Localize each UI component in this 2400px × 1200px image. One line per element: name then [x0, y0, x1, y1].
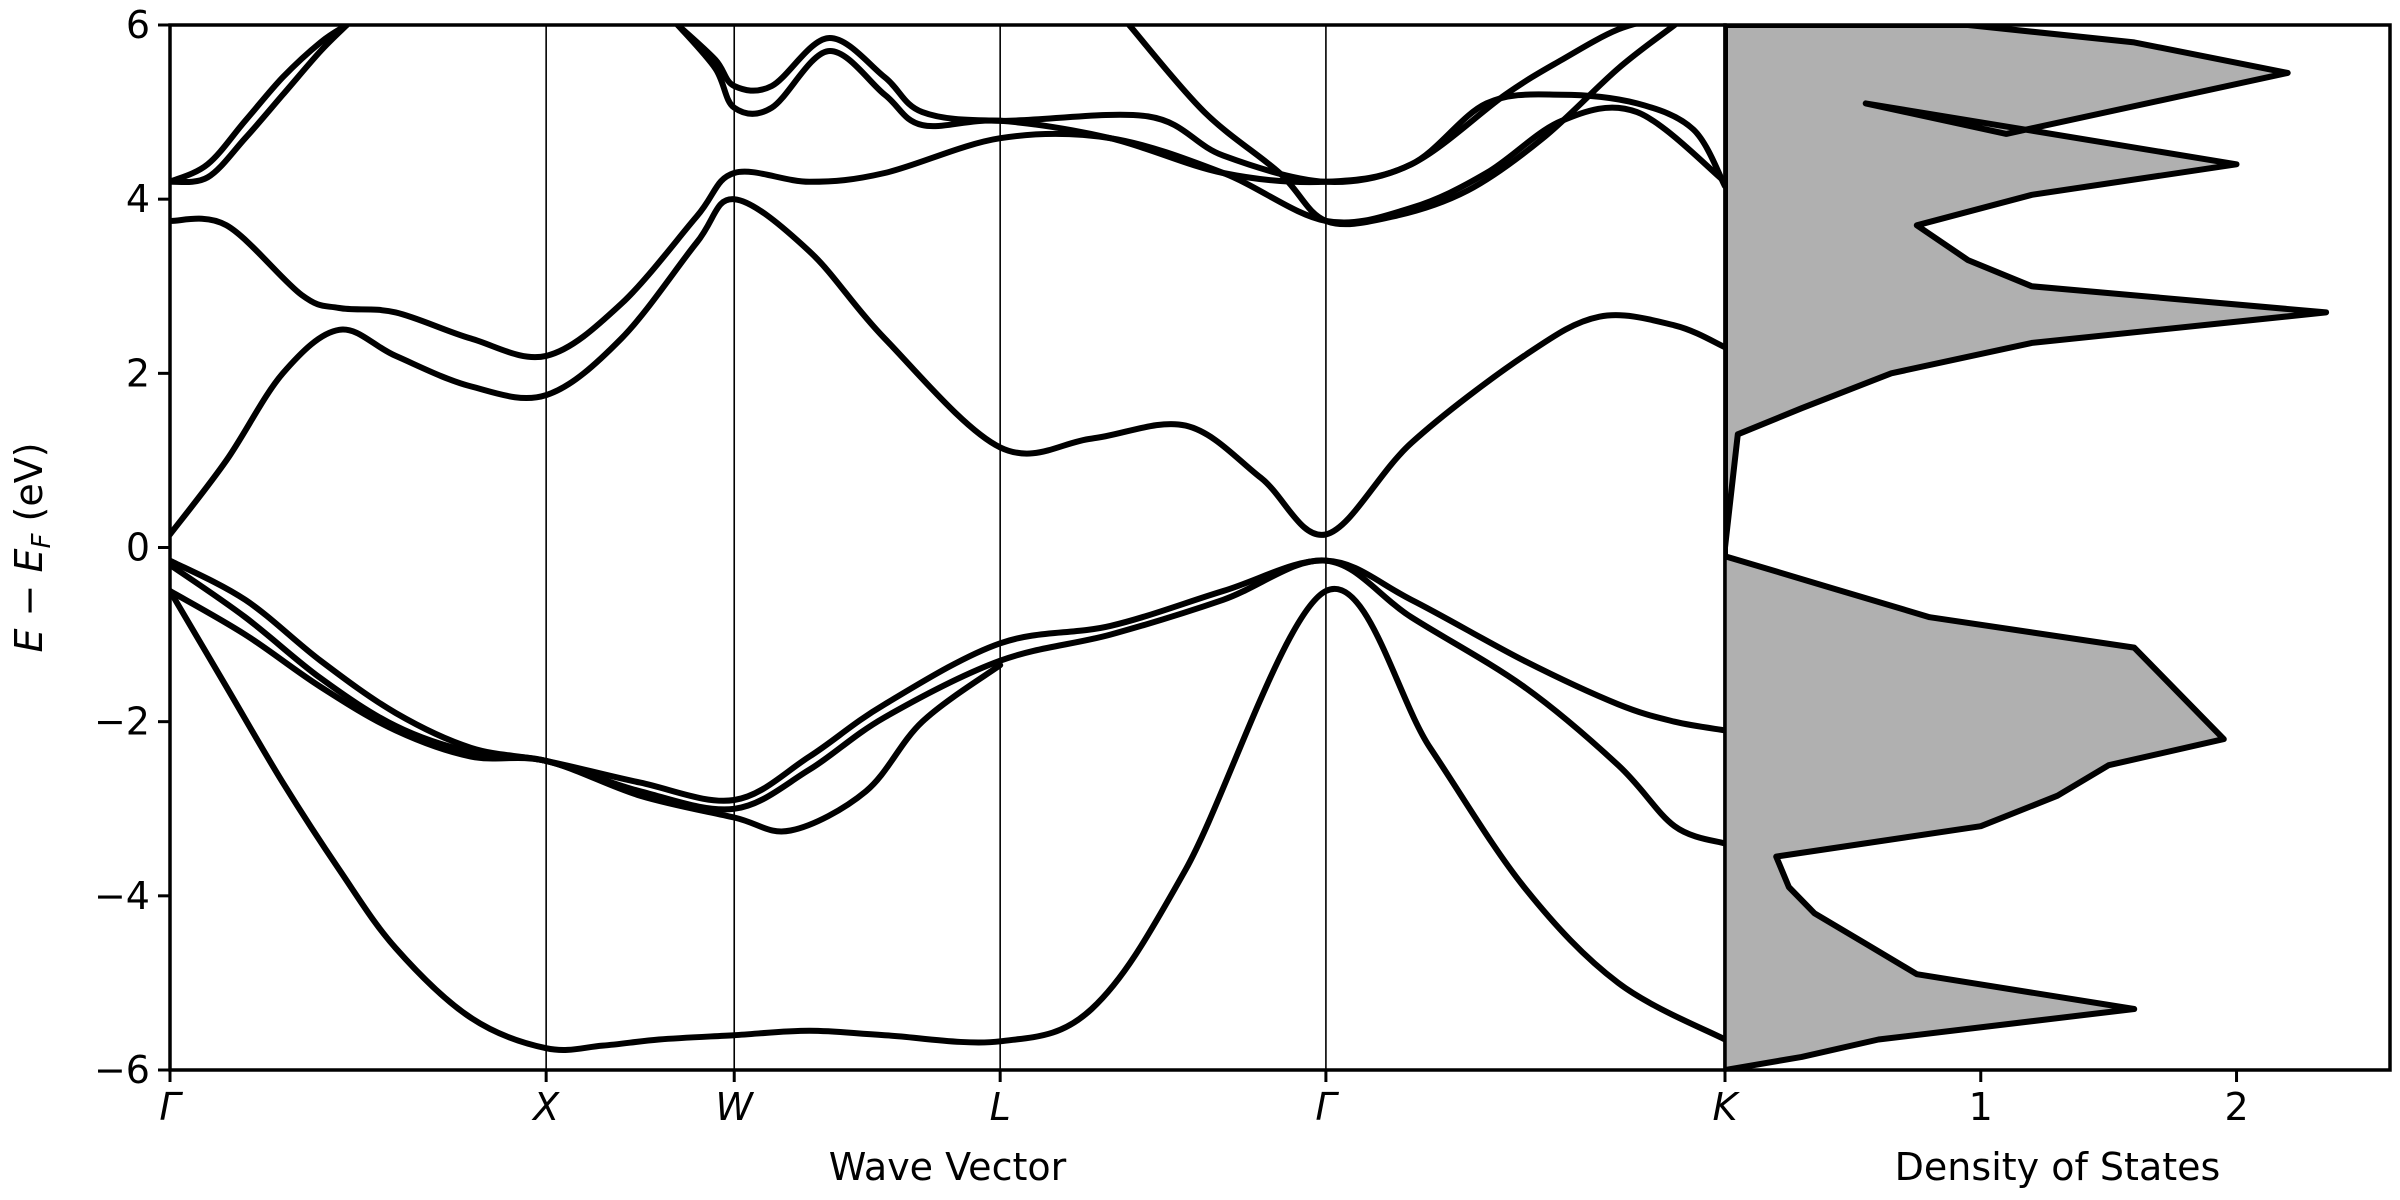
band-lines — [170, 25, 1725, 1053]
dos-x-axis-label: Density of States — [1895, 1145, 2221, 1189]
dos-x-tick-label: 1 — [1969, 1085, 1993, 1129]
dos-fill-area — [1725, 25, 2327, 1070]
y-tick-label: 6 — [126, 3, 150, 47]
band-line — [674, 25, 1643, 186]
y-axis-label-subscript: F — [27, 533, 57, 549]
dos-x-tick-label: 2 — [2224, 1085, 2248, 1129]
dos-curve — [1725, 25, 2330, 1070]
dos-plot-frame — [1723, 23, 2392, 1072]
k-point-label: Γ — [1315, 1085, 1339, 1129]
y-axis-ticks: −6 −4 −2 0 2 4 6 — [94, 3, 170, 1092]
k-point-label: L — [990, 1085, 1011, 1129]
band-line — [170, 25, 350, 185]
y-tick-label: 4 — [126, 177, 150, 221]
dos-outline — [1725, 25, 2330, 1070]
band-line — [674, 25, 1725, 190]
band-line — [1126, 25, 1678, 228]
band-plot-frame — [168, 23, 1727, 1072]
band-structure-panel: −6 −4 −2 0 2 4 6 Γ X W L Γ K Wave Vector E − EF (eV… — [7, 3, 1741, 1189]
band-line — [170, 196, 1725, 538]
y-tick-label: 2 — [126, 351, 150, 395]
band-line — [170, 557, 1725, 804]
y-tick-label: 0 — [126, 526, 150, 570]
x-axis-label: Wave Vector — [829, 1145, 1067, 1189]
y-axis-label: E − EF (eV) — [7, 442, 57, 652]
y-axis-label-unit: (eV) — [7, 442, 51, 533]
k-point-label: X — [531, 1085, 560, 1129]
band-line — [170, 557, 1725, 847]
band-line — [170, 588, 1004, 835]
k-point-label: K — [1713, 1085, 1741, 1129]
y-axis-label-main: E − E — [7, 549, 51, 653]
y-tick-label: −6 — [94, 1048, 150, 1092]
k-point-label: Γ — [159, 1085, 183, 1129]
high-symmetry-lines — [545, 25, 1327, 1070]
y-tick-label: −4 — [94, 874, 150, 918]
band-line — [170, 25, 350, 186]
band-line — [170, 104, 1725, 361]
y-tick-label: −2 — [94, 700, 150, 744]
band-line — [170, 585, 1725, 1053]
k-point-label: W — [715, 1085, 754, 1129]
